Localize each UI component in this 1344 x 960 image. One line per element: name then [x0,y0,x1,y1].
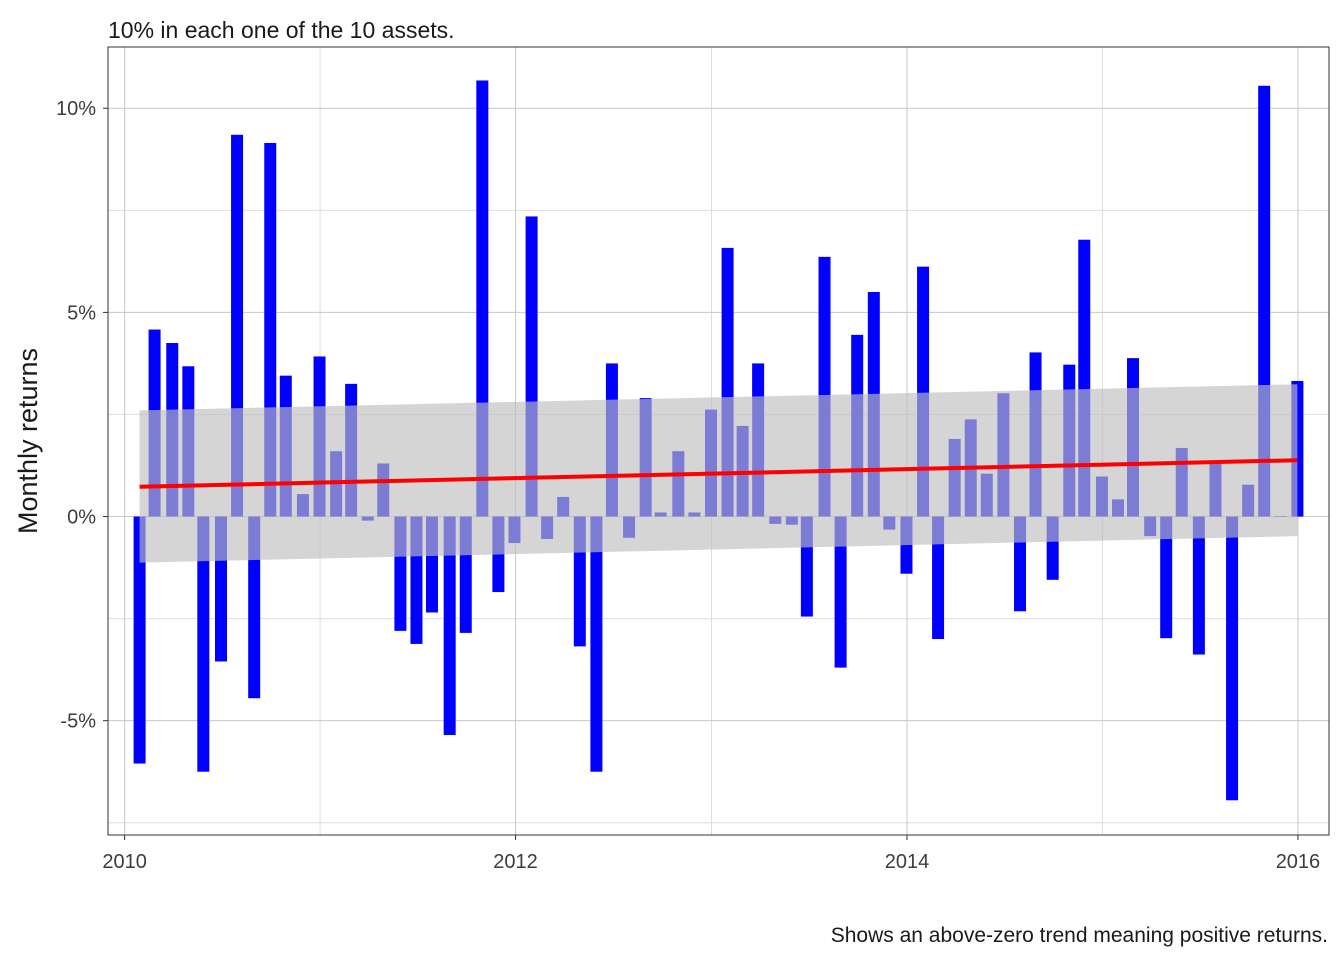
trend-line-path [139,458,1298,489]
y-tick-label: 5% [67,302,96,324]
y-tick-label: 0% [67,507,96,529]
bar [443,516,456,735]
x-tick-label: 2016 [1276,851,1321,873]
chart-title: 10% in each one of the 10 assets. [108,17,455,43]
x-tick-label: 2012 [493,851,538,873]
bar [1192,516,1205,655]
trend-line [139,458,1298,489]
bar [1226,516,1239,801]
bar [932,516,945,640]
x-axis-ticks: 2010 2012 2014 2016 [102,835,1320,873]
panel-border [107,46,1330,836]
bar [248,516,261,699]
bar [133,516,146,764]
x-tick-label: 2010 [102,851,147,873]
bar [834,516,847,668]
y-axis-ticks: -5% 0% 5% 10% [56,98,108,733]
y-tick-label: -5% [60,711,96,733]
y-axis-label: Monthly returns [13,348,43,534]
bar [1160,516,1173,639]
chart-caption: Shows an above-zero trend meaning positi… [831,924,1328,947]
bar [590,516,603,772]
bar [197,516,210,772]
y-tick-label: 10% [56,98,96,120]
x-tick-label: 2014 [885,851,930,873]
